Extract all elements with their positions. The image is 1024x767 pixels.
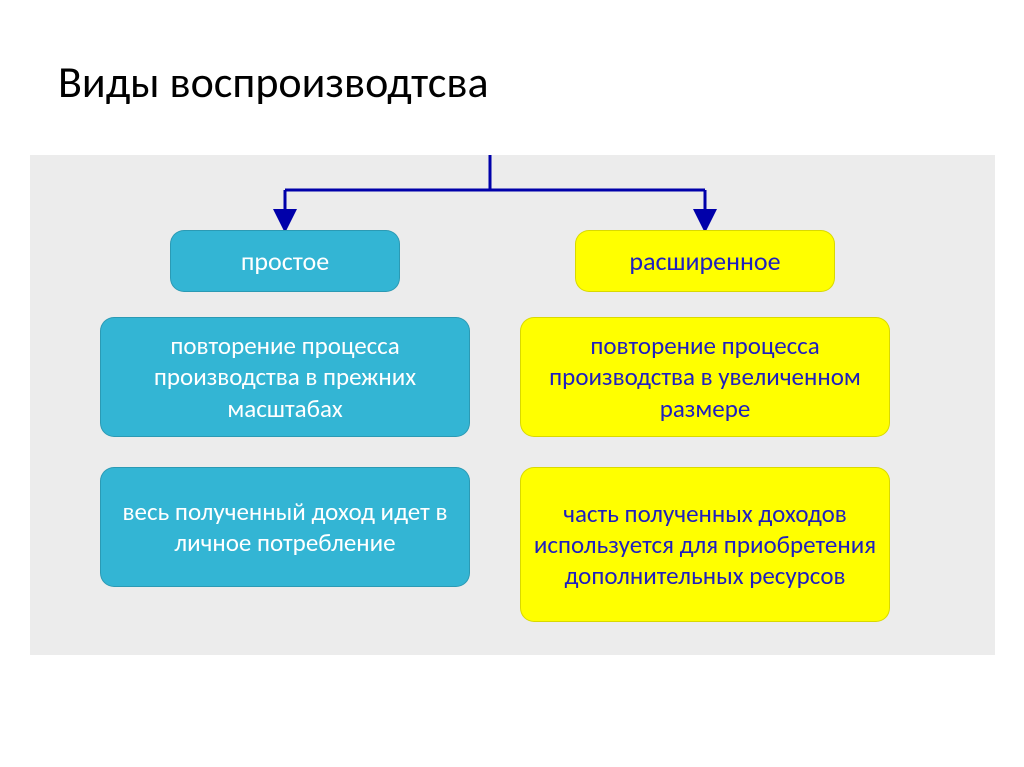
slide: Виды воспроизводтсва простое повторение … — [0, 0, 1024, 767]
left-row2-text: весь полученный доход идет в личное потр… — [113, 496, 457, 559]
diagram-area: простое повторение процесса производства… — [30, 155, 995, 655]
right-row1-box: повторение процесса производства в увели… — [520, 317, 890, 437]
left-row2-box: весь полученный доход идет в личное потр… — [100, 467, 470, 587]
right-header-box: расширенное — [575, 230, 835, 292]
slide-title: Виды воспроизводтсва — [58, 55, 489, 109]
right-header-label: расширенное — [629, 245, 780, 278]
right-row2-box: часть полученных доходов используется дл… — [520, 467, 890, 622]
right-row1-text: повторение процесса производства в увели… — [533, 330, 877, 424]
left-row1-text: повторение процесса производства в прежн… — [113, 330, 457, 424]
left-header-box: простое — [170, 230, 400, 292]
right-row2-text: часть полученных доходов используется дл… — [533, 498, 877, 592]
left-header-label: простое — [241, 245, 329, 278]
left-row1-box: повторение процесса производства в прежн… — [100, 317, 470, 437]
